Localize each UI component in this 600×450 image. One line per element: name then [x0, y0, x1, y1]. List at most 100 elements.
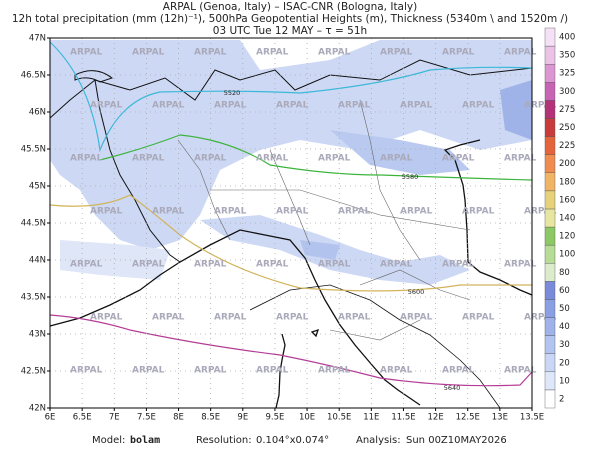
watermark: ARPAL — [338, 313, 371, 323]
colorbar-swatch — [544, 299, 556, 318]
colorbar: 2 10 20 30 40 50 60 80 100 120 140 160 180 200 225 250 2… — [544, 27, 575, 409]
colorbar-label: 100 — [559, 250, 575, 260]
watermark: ARPAL — [276, 207, 309, 217]
footer-label: Model: — [92, 435, 125, 446]
watermark: ARPAL — [338, 207, 371, 217]
lon-label: 8.5E — [201, 413, 220, 423]
watermark: ARPAL — [338, 101, 371, 111]
colorbar-label: 40 — [559, 322, 570, 332]
contour-label: 5600 — [408, 288, 425, 296]
colorbar-label: 400 — [559, 33, 575, 43]
colorbar-label: 20 — [559, 358, 570, 368]
watermark: ARPAL — [194, 260, 227, 270]
colorbar-swatch — [544, 190, 556, 210]
lon-label: 9.5E — [265, 413, 284, 423]
lon-label: 7E — [109, 413, 120, 423]
lat-label: 43N — [29, 330, 46, 340]
colorbar-swatch — [544, 335, 556, 354]
colorbar-label: 140 — [559, 214, 575, 224]
colorbar-label: 275 — [559, 105, 575, 115]
colorbar-swatch — [544, 226, 556, 246]
watermark: ARPAL — [380, 48, 413, 58]
footer: Model: bolam Resolution: 0.104°x0.074° A… — [92, 435, 507, 446]
title-line: 12h total precipitation (mm (12h)⁻¹), 50… — [12, 13, 568, 25]
colorbar-swatch — [544, 317, 556, 336]
watermark: ARPAL — [524, 207, 557, 217]
colorbar-label: 225 — [559, 141, 575, 151]
lon-label: 9E — [237, 413, 248, 423]
lat-label: 45.5N — [21, 145, 46, 155]
watermark: ARPAL — [318, 260, 351, 270]
lat-label: 43.5N — [21, 293, 46, 303]
watermark: ARPAL — [400, 207, 433, 217]
watermark: ARPAL — [132, 260, 165, 270]
colorbar-label: 300 — [559, 87, 575, 97]
lon-label: 13E — [492, 413, 508, 423]
watermark: ARPAL — [70, 48, 103, 58]
coastlines — [49, 70, 533, 409]
watermark: ARPAL — [256, 48, 289, 58]
watermark: ARPAL — [318, 366, 351, 376]
watermarks: ARPAL ARPAL ARPAL ARPAL ARPAL ARPAL ARPAL ARPAL… — [70, 48, 557, 376]
contour-label: 5520 — [224, 89, 241, 97]
lat-label: 47N — [29, 34, 46, 44]
watermark: ARPAL — [90, 101, 123, 111]
watermark: ARPAL — [318, 48, 351, 58]
watermark: ARPAL — [400, 101, 433, 111]
watermark: ARPAL — [90, 207, 123, 217]
colorbar-swatch — [544, 389, 556, 409]
colorbar-swatch — [544, 263, 556, 282]
footer-label: Resolution: — [196, 435, 252, 446]
lon-label: 8E — [173, 413, 184, 423]
watermark: ARPAL — [380, 366, 413, 376]
watermark: ARPAL — [318, 154, 351, 164]
watermark: ARPAL — [442, 48, 475, 58]
contour-label: 5640 — [444, 384, 461, 392]
lat-label: 46N — [29, 108, 46, 118]
lon-label: 10.5E — [327, 413, 351, 423]
watermark: ARPAL — [214, 101, 247, 111]
colorbar-label: 200 — [559, 159, 575, 169]
lat-label: 45N — [29, 182, 46, 192]
colorbar-label: 2 — [559, 394, 564, 404]
watermark: ARPAL — [276, 313, 309, 323]
watermark: ARPAL — [276, 101, 309, 111]
watermark: ARPAL — [70, 154, 103, 164]
watermark: ARPAL — [90, 313, 123, 323]
watermark: ARPAL — [256, 260, 289, 270]
lon-label: 12.5E — [456, 413, 480, 423]
colorbar-label: 50 — [559, 304, 570, 314]
colorbar-swatch — [544, 353, 556, 373]
watermark: ARPAL — [132, 154, 165, 164]
footer-value: bolam — [130, 435, 160, 446]
colorbar-swatch — [544, 45, 556, 65]
watermark: ARPAL — [152, 101, 185, 111]
contours — [49, 41, 533, 387]
lat-label: 46.5N — [21, 71, 46, 81]
lat-label: 42N — [29, 404, 46, 414]
colorbar-swatch — [544, 100, 556, 119]
lon-label: 12E — [428, 413, 444, 423]
colorbar-label: 180 — [559, 177, 575, 187]
watermark: ARPAL — [214, 313, 247, 323]
footer-label: Analysis: — [356, 435, 401, 446]
colorbar-label: 60 — [559, 286, 570, 296]
colorbar-swatch — [544, 63, 556, 83]
lon-label: 10E — [299, 413, 315, 423]
lon-label: 6.5E — [73, 413, 92, 423]
colorbar-label: 350 — [559, 51, 575, 61]
watermark: ARPAL — [504, 260, 537, 270]
colorbar-label: 160 — [559, 195, 575, 205]
watermark: ARPAL — [70, 366, 103, 376]
lat-label: 42.5N — [21, 367, 46, 377]
colorbar-swatch — [544, 136, 556, 155]
colorbar-swatch — [544, 244, 556, 264]
colorbar-swatch — [544, 281, 556, 300]
watermark: ARPAL — [380, 154, 413, 164]
watermark: ARPAL — [214, 207, 247, 217]
title-line: 03 UTC Tue 12 MAY – τ = 51h — [213, 25, 367, 37]
watermark: ARPAL — [400, 313, 433, 323]
colorbar-label: 80 — [559, 268, 570, 278]
watermark: ARPAL — [524, 313, 557, 323]
colorbar-label: 30 — [559, 340, 570, 350]
